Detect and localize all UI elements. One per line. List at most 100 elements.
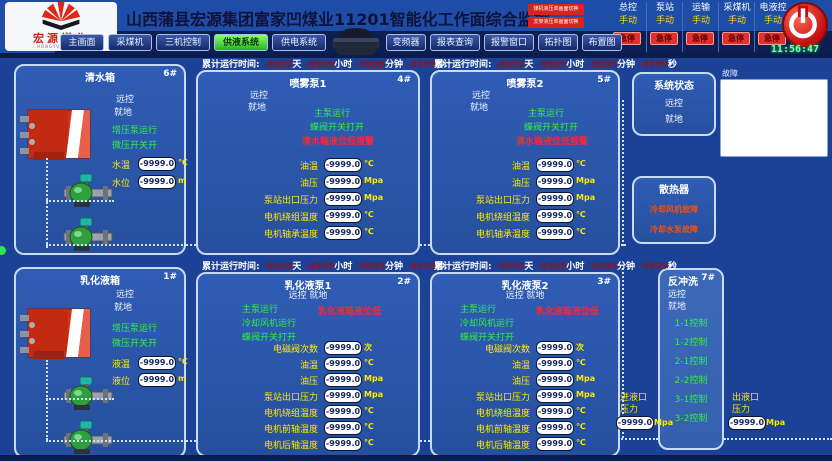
estop-button[interactable]: 急停 xyxy=(686,32,714,45)
mode-toggle[interactable]: 手动 xyxy=(655,16,674,26)
tab-power-supply[interactable]: 供电系统 xyxy=(272,34,326,51)
clock-display: 11:56:47 xyxy=(770,44,820,55)
pipe-segment xyxy=(186,244,196,246)
unit-label: ℃ xyxy=(364,438,374,447)
value-display: -9999.0 xyxy=(324,357,362,371)
unit-label: ℃ xyxy=(364,358,374,367)
tab-liquid-supply[interactable]: 供液系统 xyxy=(214,34,268,51)
pipe-segment xyxy=(46,200,114,202)
backwash-control-2-2[interactable]: 2-2控制 xyxy=(674,376,708,386)
panel-number: 6# xyxy=(163,69,177,79)
value-display: -9999.0 xyxy=(324,226,362,240)
pump-icon[interactable] xyxy=(62,375,114,411)
local-status: 就地 xyxy=(668,302,687,312)
value-display: -9999.0 xyxy=(536,192,574,206)
value-display: -9999.0 xyxy=(324,158,362,172)
pipe-segment xyxy=(186,440,196,442)
mode-status: 远控 就地 xyxy=(288,291,328,301)
panel-emulsion-pump-2: 乳化液泵2 3# 远控 就地 主泵运行 冷却风机运行 蝶阀开关打开 乳化液箱液位… xyxy=(430,272,620,457)
pipe-segment xyxy=(420,440,430,442)
remote-status: 远控 xyxy=(250,91,269,101)
pipe-segment xyxy=(622,100,624,246)
main-pump-status: 主泵运行 xyxy=(528,109,565,119)
panel-radiator: 散热器 冷却风机故障 冷却水泵故障 xyxy=(632,176,716,244)
backwash-control-3-2[interactable]: 3-2控制 xyxy=(674,414,708,424)
badge-support-switch[interactable]: 支架液压单画面切换 xyxy=(528,17,584,28)
butterfly-valve-status: 蝶阀开关打开 xyxy=(310,123,365,133)
metric-label: 电机前轴温度 xyxy=(263,425,318,435)
pipe-segment xyxy=(420,244,430,246)
value-display: -9999.0 xyxy=(536,437,574,451)
mode-toggle[interactable]: 手动 xyxy=(763,16,782,26)
backwash-control-1-2[interactable]: 1-2控制 xyxy=(674,338,708,348)
backwash-control-2-1[interactable]: 2-1控制 xyxy=(674,357,708,367)
pump-icon[interactable] xyxy=(62,419,114,455)
cooling-fan-fault: 冷却风机故障 xyxy=(650,205,698,214)
runtime-spray1: 累计运行时间: -9999天 -9999小时 -9999分钟 -9999秒 xyxy=(202,60,445,70)
metric-label: 泵站出口压力 xyxy=(475,196,530,206)
metric-label: 油压 xyxy=(511,377,530,387)
tab-topology[interactable]: 拓扑图 xyxy=(538,34,578,51)
metric-label: 油温 xyxy=(511,162,530,172)
mode-status: 远控 就地 xyxy=(505,291,545,301)
value-display: -9999.0 xyxy=(536,357,574,371)
panel-title: 反冲洗 xyxy=(668,277,698,288)
backwash-control-3-1[interactable]: 3-1控制 xyxy=(674,395,708,405)
value-display: -9999.0 xyxy=(324,209,362,223)
pressure-switch-status: 微压开关开 xyxy=(112,339,158,349)
metric-label: 泵站出口压力 xyxy=(263,393,318,403)
local-status: 就地 xyxy=(664,115,683,125)
unit-label: Mpa xyxy=(364,390,384,399)
main-pump-status: 主泵运行 xyxy=(460,305,497,315)
metric-label: 油压 xyxy=(511,179,530,189)
pipe-segment xyxy=(622,268,624,438)
panel-system-status: 系统状态 远控 就地 xyxy=(632,72,716,136)
pump-icon[interactable] xyxy=(62,172,114,208)
metric-label: 电机后轴温度 xyxy=(475,441,530,451)
tab-layout[interactable]: 布置图 xyxy=(582,34,622,51)
backwash-control-1-1[interactable]: 1-1控制 xyxy=(674,319,708,329)
tab-shearer[interactable]: 采煤机 xyxy=(108,34,152,51)
pipe-segment xyxy=(724,438,832,440)
tab-main[interactable]: 主画面 xyxy=(60,34,104,51)
power-button[interactable] xyxy=(782,2,828,48)
runtime-emulsion2: 累计运行时间: -9999天 -9999小时 -9999分钟 -9999秒 xyxy=(434,262,677,272)
pipe-segment xyxy=(46,244,186,246)
tab-alarm-window[interactable]: 报警窗口 xyxy=(484,34,534,51)
metric-label: 泵站出口压力 xyxy=(263,196,318,206)
station-label: 电液控 xyxy=(759,3,787,13)
tab-report-query[interactable]: 报表查询 xyxy=(430,34,480,51)
fault-list-box xyxy=(720,79,828,157)
butterfly-valve-status: 蝶阀开关打开 xyxy=(524,123,579,133)
unit-label: Mpa xyxy=(576,176,596,185)
inlet-label: 进液口 xyxy=(620,393,648,403)
tab-inverter[interactable]: 变频器 xyxy=(386,34,426,51)
panel-spray-pump-1: 喷雾泵1 4# 远控 就地 主泵运行 蝶阀开关打开 清水箱液位低报警 油温 -9… xyxy=(196,70,420,255)
mode-toggle[interactable]: 手动 xyxy=(691,16,710,26)
pipe-segment xyxy=(46,398,114,400)
tab-three-machine[interactable]: 三机控制 xyxy=(156,34,210,51)
metric-label: 电机轴承温度 xyxy=(263,230,318,240)
mode-toggle[interactable]: 手动 xyxy=(618,16,637,26)
metric-label: 电机后轴温度 xyxy=(263,441,318,451)
metric-label: 电机绕组温度 xyxy=(263,409,318,419)
metric-label: 泵站出口压力 xyxy=(475,393,530,403)
value-display: -9999.0 xyxy=(536,175,574,189)
outlet-pressure-label: 压力 xyxy=(732,405,751,415)
metric-label: 电机绕组温度 xyxy=(263,213,318,223)
remote-status: 远控 xyxy=(664,99,683,109)
estop-button[interactable]: 急停 xyxy=(650,32,678,45)
mode-toggle[interactable]: 手动 xyxy=(727,16,746,26)
pump-icon[interactable] xyxy=(62,216,114,252)
station-label: 总控 xyxy=(618,3,637,13)
badge-shearer-switch[interactable]: 煤机液压单画面切换 xyxy=(528,4,584,15)
panel-title: 清水箱 xyxy=(85,73,115,84)
estop-button[interactable]: 急停 xyxy=(722,32,750,45)
value-display: -9999.0 xyxy=(138,356,176,370)
remote-status: 远控 xyxy=(116,290,135,300)
booster-pump-status: 增压泵运行 xyxy=(112,324,158,334)
pressure-switch-status: 微压开关开 xyxy=(112,141,158,151)
value-display: -9999.0 xyxy=(138,175,176,189)
logo-name: 宏源煤业 xyxy=(5,33,117,44)
metric-label: 油温 xyxy=(299,162,318,172)
